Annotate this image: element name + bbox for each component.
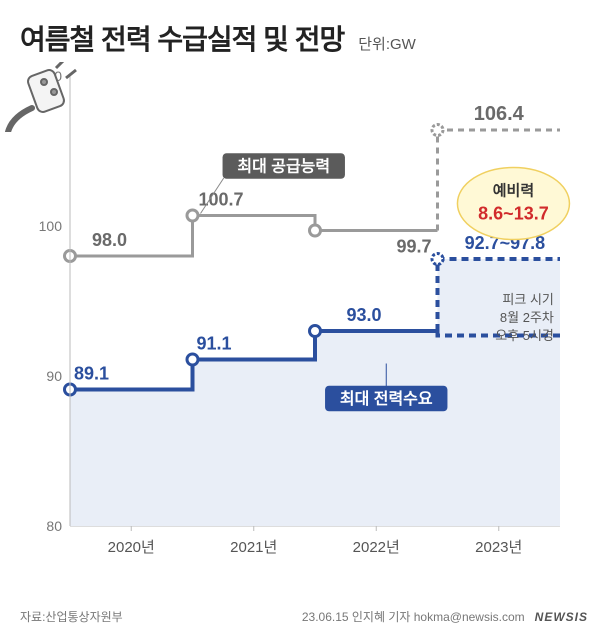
demand-area xyxy=(70,259,560,526)
peak-note-line: 피크 시기 xyxy=(502,292,553,307)
value-label: 99.7 xyxy=(396,237,431,257)
x-tick-label: 2021년 xyxy=(230,539,277,556)
chart-area: 809010011098.0100.799.7106.489.191.193.0… xyxy=(20,66,580,566)
reserve-title: 예비력 xyxy=(493,182,534,200)
series-label: 최대 전력수요 xyxy=(340,389,433,408)
supply-marker xyxy=(187,210,198,221)
y-tick-label: 100 xyxy=(39,218,63,234)
demand-marker xyxy=(310,326,321,337)
watermark: NEWSIS xyxy=(535,610,588,624)
peak-note-line: 8월 2주차 xyxy=(500,310,554,325)
y-tick-label: 90 xyxy=(46,368,62,384)
chart-svg: 809010011098.0100.799.7106.489.191.193.0… xyxy=(20,66,580,566)
demand-marker xyxy=(432,254,443,265)
x-tick-label: 2020년 xyxy=(108,539,155,556)
value-label: 93.0 xyxy=(346,305,381,325)
credit: 23.06.15 인지혜 기자 hokma@newsis.com xyxy=(302,610,525,624)
x-tick-label: 2023년 xyxy=(475,539,522,556)
x-tick-label: 2022년 xyxy=(353,539,400,556)
reserve-value: 8.6~13.7 xyxy=(478,204,549,224)
y-tick-label: 80 xyxy=(46,518,62,534)
value-label: 91.1 xyxy=(197,334,232,354)
peak-note-line: 오후 5시경 xyxy=(495,328,554,343)
demand-marker xyxy=(187,354,198,365)
supply-marker xyxy=(310,225,321,236)
chart-unit: 단위:GW xyxy=(358,33,416,54)
series-label: 최대 공급능력 xyxy=(237,157,330,176)
value-label: 98.0 xyxy=(92,230,127,250)
plug-icon xyxy=(2,62,82,132)
value-label: 106.4 xyxy=(474,103,525,125)
value-label: 89.1 xyxy=(74,364,109,384)
supply-marker xyxy=(432,125,443,136)
chart-title: 여름철 전력 수급실적 및 전망 xyxy=(20,18,344,58)
source-label: 자료:산업통상자원부 xyxy=(20,608,123,625)
